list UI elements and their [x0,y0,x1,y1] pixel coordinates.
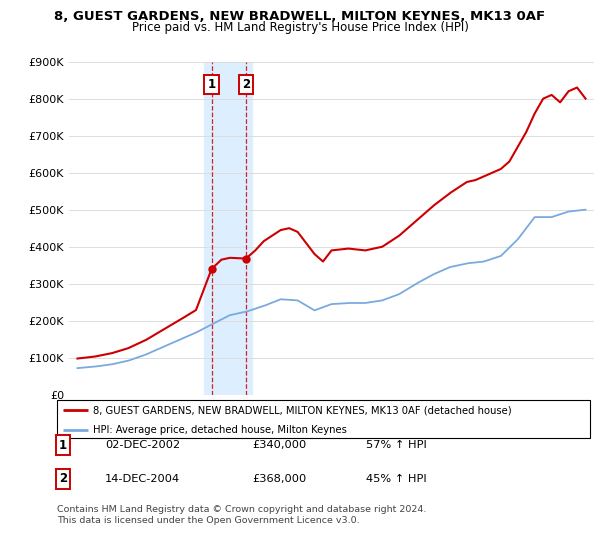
Text: 8, GUEST GARDENS, NEW BRADWELL, MILTON KEYNES, MK13 0AF (detached house): 8, GUEST GARDENS, NEW BRADWELL, MILTON K… [93,405,512,415]
Text: 02-DEC-2002: 02-DEC-2002 [105,440,180,450]
Text: 2: 2 [242,78,250,91]
Text: 8, GUEST GARDENS, NEW BRADWELL, MILTON KEYNES, MK13 0AF: 8, GUEST GARDENS, NEW BRADWELL, MILTON K… [55,10,545,23]
Text: 57% ↑ HPI: 57% ↑ HPI [366,440,427,450]
Text: 1: 1 [59,438,67,452]
Bar [204,62,252,395]
FancyBboxPatch shape [57,400,590,438]
Text: Price paid vs. HM Land Registry's House Price Index (HPI): Price paid vs. HM Land Registry's House … [131,21,469,34]
Text: 45% ↑ HPI: 45% ↑ HPI [366,474,427,484]
Text: 14-DEC-2004: 14-DEC-2004 [105,474,180,484]
Text: 2: 2 [59,472,67,486]
Text: £340,000: £340,000 [252,440,306,450]
Text: HPI: Average price, detached house, Milton Keynes: HPI: Average price, detached house, Milt… [93,424,347,435]
Text: £368,000: £368,000 [252,474,306,484]
Text: Contains HM Land Registry data © Crown copyright and database right 2024.
This d: Contains HM Land Registry data © Crown c… [57,505,427,525]
Text: 1: 1 [208,78,215,91]
